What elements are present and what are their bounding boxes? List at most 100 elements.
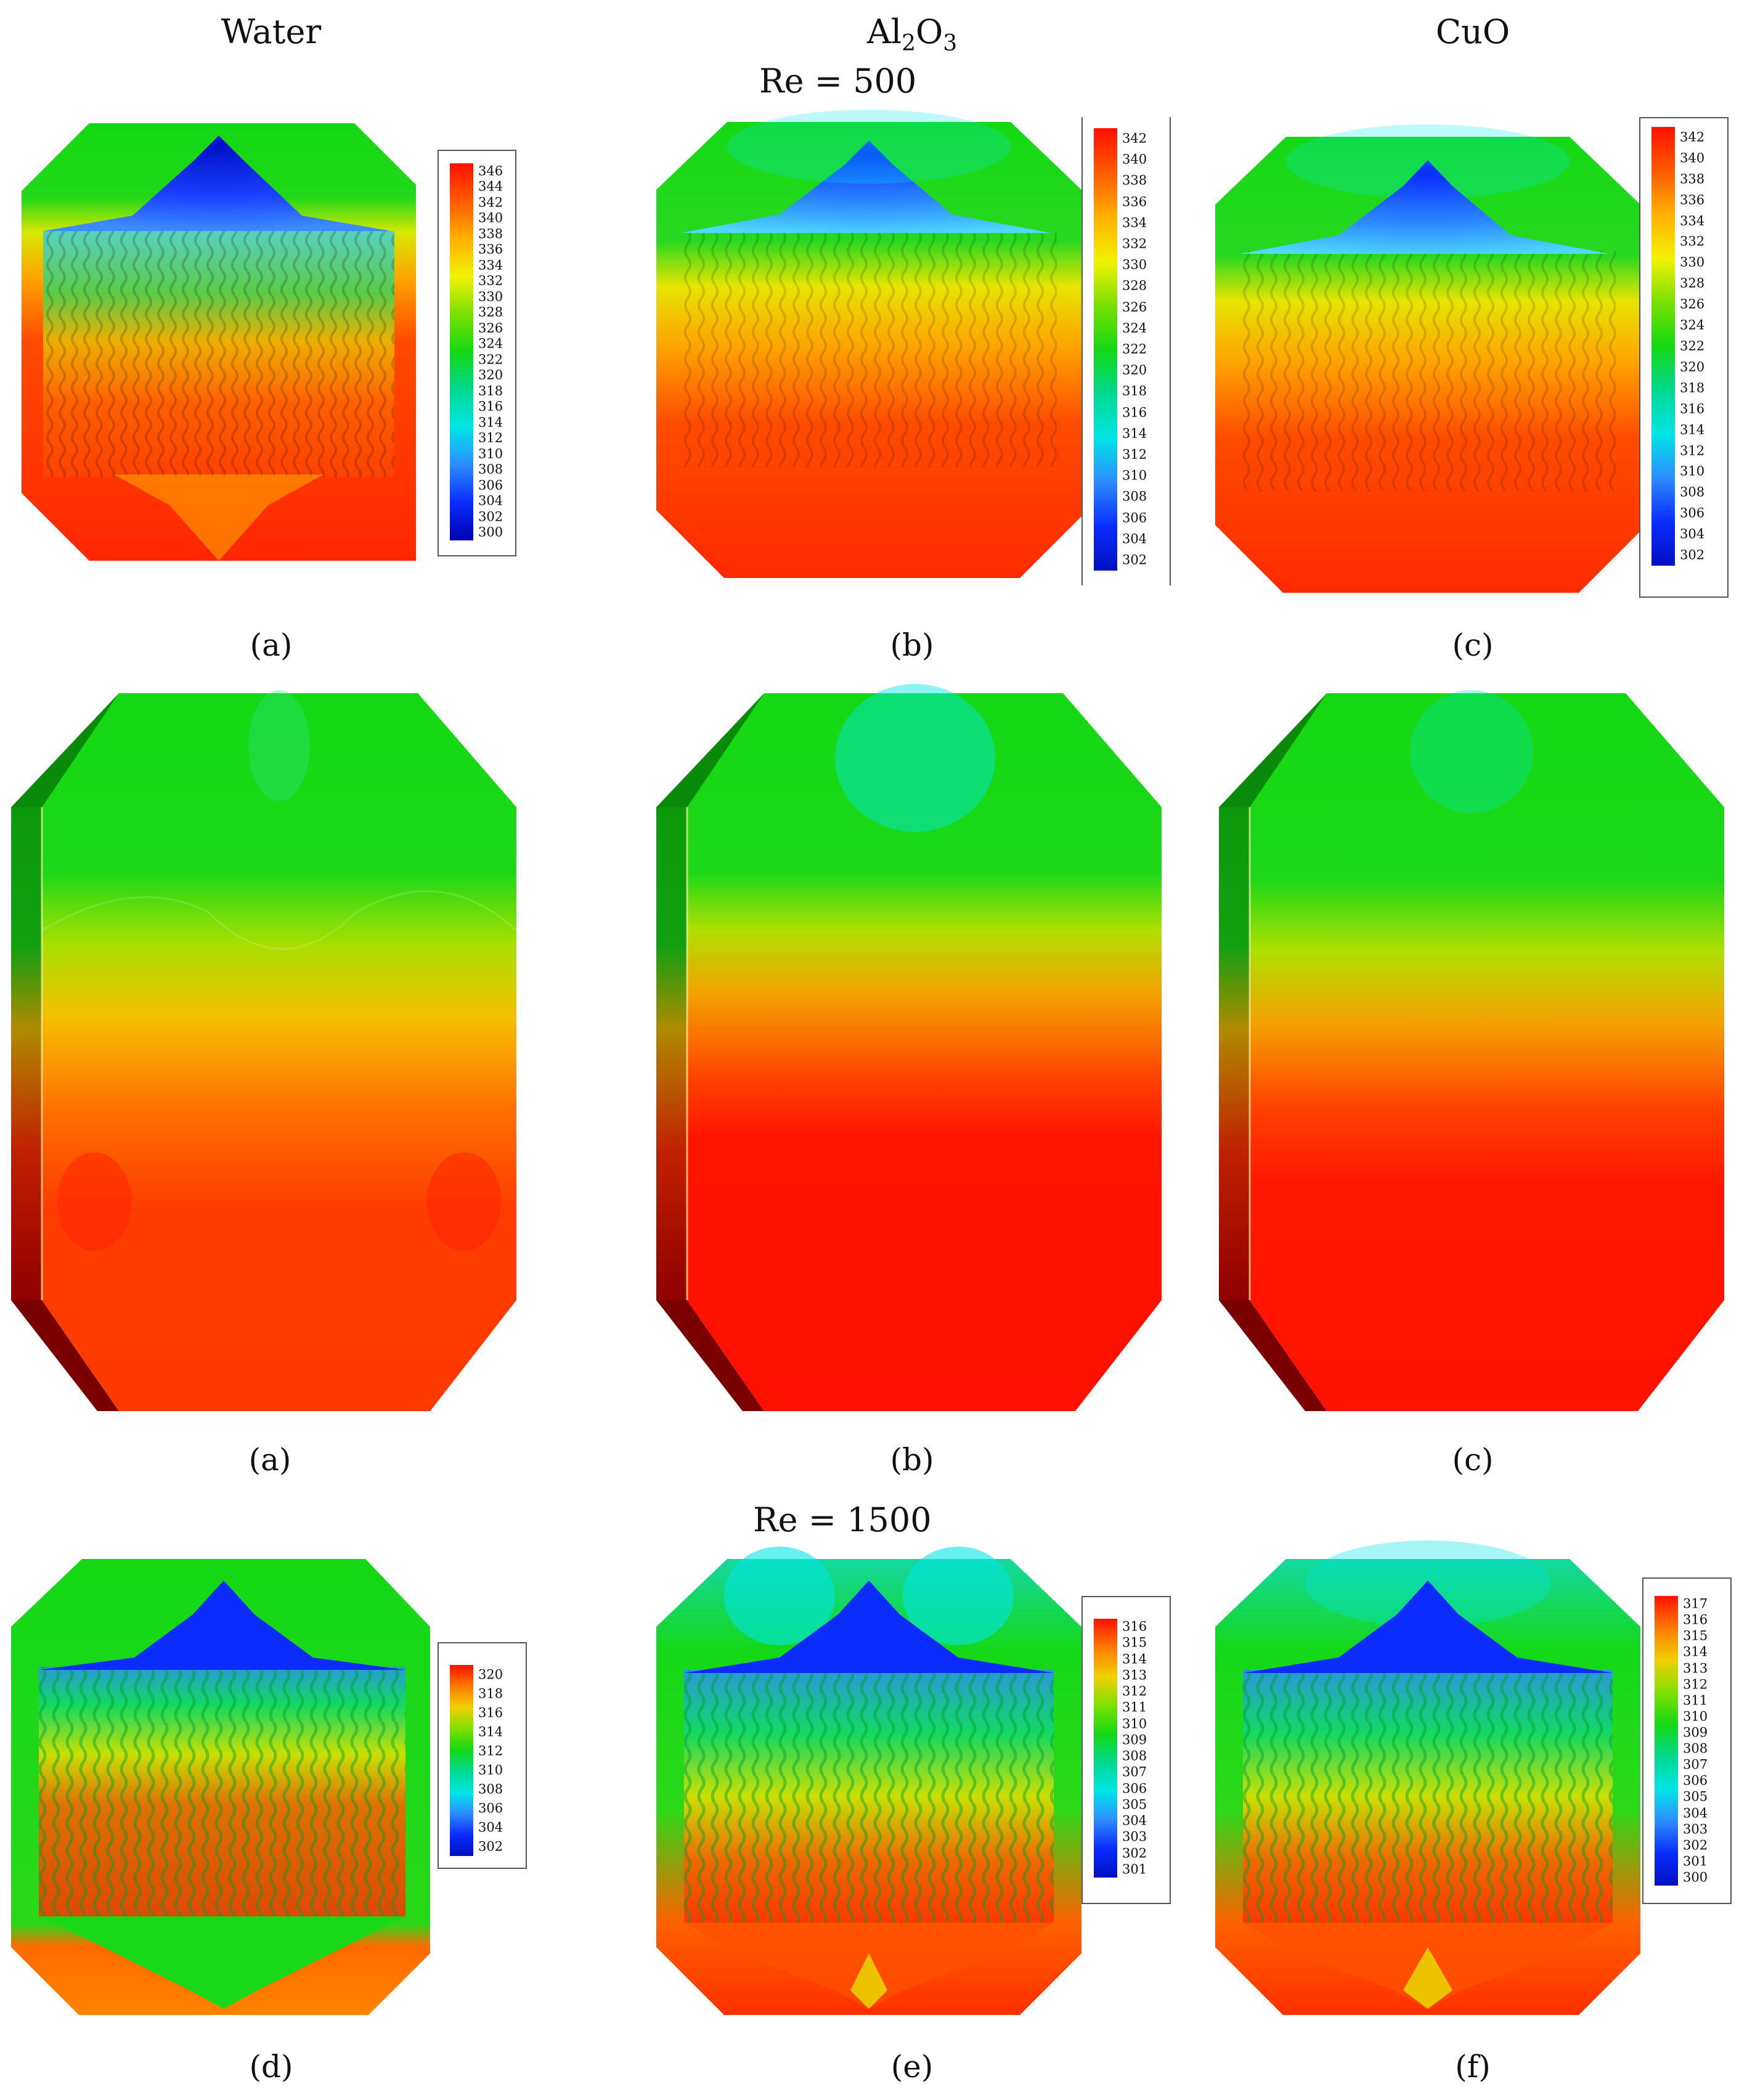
colorbar-a-tick: 304 [478, 493, 503, 508]
al2o3-sub-3: 3 [943, 30, 958, 56]
caption-row1-a: (a) [250, 627, 293, 663]
colorbar-a-tick: 314 [478, 415, 503, 430]
colorbar-d-tick: 302 [478, 1839, 503, 1854]
contour-plot-c [1215, 124, 1640, 593]
colorbar-a-tick: 324 [478, 336, 503, 351]
colorbar-c-tick: 334 [1680, 213, 1705, 229]
header-al2o3: Al2O3 [850, 12, 974, 56]
colorbar-d-tick: 306 [478, 1801, 503, 1815]
colorbar-b-tick: 340 [1122, 152, 1147, 167]
colorbar-a-tick: 302 [478, 509, 503, 524]
colorbar-b-tick: 322 [1122, 341, 1147, 357]
colorbar-f-tick: 311 [1683, 1693, 1708, 1708]
colorbar-c-tick: 326 [1680, 296, 1705, 312]
caption-row1-c: (c) [1452, 627, 1494, 663]
colorbar-a-tick: 308 [478, 462, 503, 477]
contour-plot-a [22, 123, 416, 561]
colorbar-e-tick: 306 [1122, 1781, 1147, 1796]
3d-view-a [11, 690, 518, 1411]
colorbar-a-tick: 344 [478, 179, 503, 194]
colorbar-a-tick: 300 [478, 524, 503, 540]
colorbar-c-tick: 342 [1680, 129, 1705, 145]
caption-row2-c: (c) [1452, 1442, 1494, 1478]
colorbar-c-tick: 340 [1680, 150, 1705, 166]
colorbar-a-tick: 312 [478, 430, 503, 446]
colorbar-d-tick: 314 [478, 1724, 503, 1739]
colorbar-d-tick: 310 [478, 1762, 503, 1777]
colorbar-a-tick: 334 [478, 258, 503, 273]
header-cuo: CuO [1435, 12, 1510, 51]
colorbar-e-tick: 301 [1122, 1862, 1147, 1877]
colorbar-c-tick: 338 [1680, 171, 1705, 187]
colorbar-a: 346 344 342 340 338 336 334 332 330 328 326 324 322 3… [438, 150, 516, 556]
colorbar-c-tick: 312 [1680, 443, 1705, 458]
3d-view-c [1219, 690, 1724, 1411]
colorbar-c-tick: 310 [1680, 463, 1705, 479]
colorbar-b-tick: 328 [1122, 278, 1147, 293]
colorbar-b-tick: 338 [1122, 173, 1147, 188]
caption-row3-e: (e) [890, 2049, 934, 2085]
colorbar-c-ticks: 342 340 338 336 334 332 330 328 326 324 322 320 318 3… [1680, 127, 1726, 566]
colorbar-c-tick: 332 [1680, 234, 1705, 249]
colorbar-a-tick: 342 [478, 195, 503, 210]
re-1500-label: Re = 1500 [753, 1500, 932, 1539]
colorbar-e-tick: 304 [1122, 1813, 1147, 1828]
colorbar-d-tick: 318 [478, 1686, 503, 1701]
colorbar-a-ticks: 346 344 342 340 338 336 334 332 330 328 326 324 322 3… [478, 163, 514, 540]
al2o3-sub-2: 2 [902, 30, 916, 56]
colorbar-d-tick: 316 [478, 1705, 503, 1720]
colorbar-a-tick: 336 [478, 242, 503, 257]
colorbar-f-tick: 315 [1683, 1628, 1708, 1643]
colorbar-d-tick: 304 [478, 1820, 503, 1834]
contour-plot-b [656, 110, 1081, 578]
colorbar-f-tick: 308 [1683, 1741, 1708, 1756]
colorbar-f-tick: 302 [1683, 1837, 1708, 1853]
colorbar-e-tick: 311 [1122, 1699, 1147, 1715]
colorbar-a-tick: 346 [478, 163, 503, 179]
colorbar-b-tick: 334 [1122, 215, 1147, 230]
colorbar-f-tick: 310 [1683, 1709, 1708, 1724]
colorbar-a-tick: 326 [478, 320, 503, 336]
colorbar-b-tick: 332 [1122, 236, 1147, 251]
colorbar-f-tick: 303 [1683, 1821, 1708, 1837]
colorbar-a-tick: 306 [478, 478, 503, 493]
colorbar-b-tick: 342 [1122, 131, 1147, 146]
colorbar-f-tick: 313 [1683, 1661, 1708, 1675]
colorbar-f-tick: 317 [1683, 1596, 1708, 1611]
header-water: Water [221, 12, 322, 51]
caption-row2-a: (a) [248, 1442, 291, 1478]
colorbar-f-tick: 314 [1683, 1644, 1708, 1659]
colorbar-a-tick: 322 [478, 352, 503, 367]
colorbar-f-tick: 304 [1683, 1805, 1708, 1820]
colorbar-a-tick: 338 [478, 226, 503, 242]
colorbar-e-tick: 314 [1122, 1651, 1147, 1667]
colorbar-e-tick: 310 [1122, 1716, 1147, 1732]
colorbar-e-tick: 309 [1122, 1732, 1147, 1748]
colorbar-b-tick: 316 [1122, 405, 1147, 420]
colorbar-a-tick: 340 [478, 210, 503, 226]
colorbar-e-tick: 315 [1122, 1635, 1147, 1650]
colorbar-e-tick: 312 [1122, 1683, 1147, 1699]
colorbar-b-tick: 306 [1122, 510, 1147, 526]
colorbar-c-tick: 324 [1680, 317, 1705, 333]
contour-plot-e [656, 1547, 1081, 2015]
colorbar-e-ticks: 316 315 314 313 312 311 310 309 308 307 306 305 304 3… [1122, 1619, 1168, 1878]
colorbar-e-tick: 307 [1122, 1764, 1147, 1780]
colorbar-e-tick: 305 [1122, 1797, 1147, 1812]
colorbar-f-tick: 316 [1683, 1612, 1708, 1627]
colorbar-c-tick: 302 [1680, 547, 1705, 563]
colorbar-f-tick: 307 [1683, 1757, 1708, 1772]
colorbar-b-tick: 310 [1122, 468, 1147, 483]
colorbar-a-tick: 330 [478, 289, 503, 304]
colorbar-b-tick: 302 [1122, 552, 1147, 568]
al2o3-o: O [916, 12, 943, 51]
colorbar-f: 317 316 315 314 313 312 311 310 309 308 307 306 305 3… [1642, 1577, 1732, 1904]
colorbar-b-tick: 324 [1122, 320, 1147, 336]
colorbar-c-tick: 328 [1680, 275, 1705, 291]
contour-plot-f [1215, 1540, 1640, 2015]
colorbar-e-tick: 308 [1122, 1748, 1147, 1764]
colorbar-b-tick: 308 [1122, 489, 1147, 504]
colorbar-d-tick: 308 [478, 1781, 503, 1796]
contour-plot-d [11, 1559, 430, 2015]
colorbar-c-tick: 322 [1680, 338, 1705, 354]
